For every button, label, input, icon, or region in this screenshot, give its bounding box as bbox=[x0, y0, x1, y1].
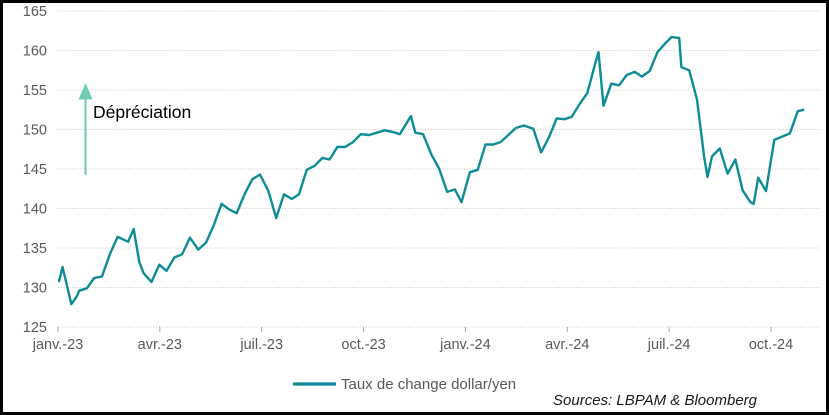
y-axis-tick-label: 165 bbox=[23, 4, 47, 20]
usdjpy-series-line bbox=[57, 35, 805, 306]
y-axis-tick-label: 135 bbox=[23, 241, 47, 257]
x-axis-tick-label: juil.-23 bbox=[239, 337, 283, 353]
x-axis-tick-label: oct.-23 bbox=[341, 337, 385, 353]
depreciation-annotation: Dépréciation bbox=[78, 83, 191, 175]
x-axis-tick-label: oct.-24 bbox=[749, 337, 793, 353]
x-axis-tick-label: avr.-24 bbox=[545, 337, 589, 353]
x-axis: janv.-23 avr.-23 juil.-23 oct.-23 janv.-24 av… bbox=[32, 327, 793, 353]
legend-label: Taux de change dollar/yen bbox=[341, 376, 516, 393]
x-axis-tick-label: janv.-23 bbox=[32, 337, 84, 353]
x-axis-tick-label: juil.-24 bbox=[647, 337, 691, 353]
x-axis-tick-label: avr.-23 bbox=[138, 337, 182, 353]
sources-credit: Sources: LBPAM & Bloomberg bbox=[553, 392, 758, 409]
x-axis-tick-label: janv.-24 bbox=[439, 337, 491, 353]
y-axis-tick-label: 160 bbox=[23, 44, 47, 60]
legend: Taux de change dollar/yen bbox=[293, 376, 516, 393]
y-axis-tick-label: 140 bbox=[23, 202, 47, 218]
y-axis-labels: 125 130 135 140 145 150 155 160 165 bbox=[23, 4, 47, 336]
y-axis-tick-label: 125 bbox=[23, 320, 47, 336]
depreciation-arrowhead-icon bbox=[78, 83, 93, 100]
depreciation-label: Dépréciation bbox=[93, 102, 191, 122]
y-axis-tick-label: 145 bbox=[23, 162, 47, 178]
y-axis-tick-label: 150 bbox=[23, 123, 47, 139]
y-axis-tick-label: 130 bbox=[23, 281, 47, 297]
y-axis-tick-label: 155 bbox=[23, 83, 47, 99]
